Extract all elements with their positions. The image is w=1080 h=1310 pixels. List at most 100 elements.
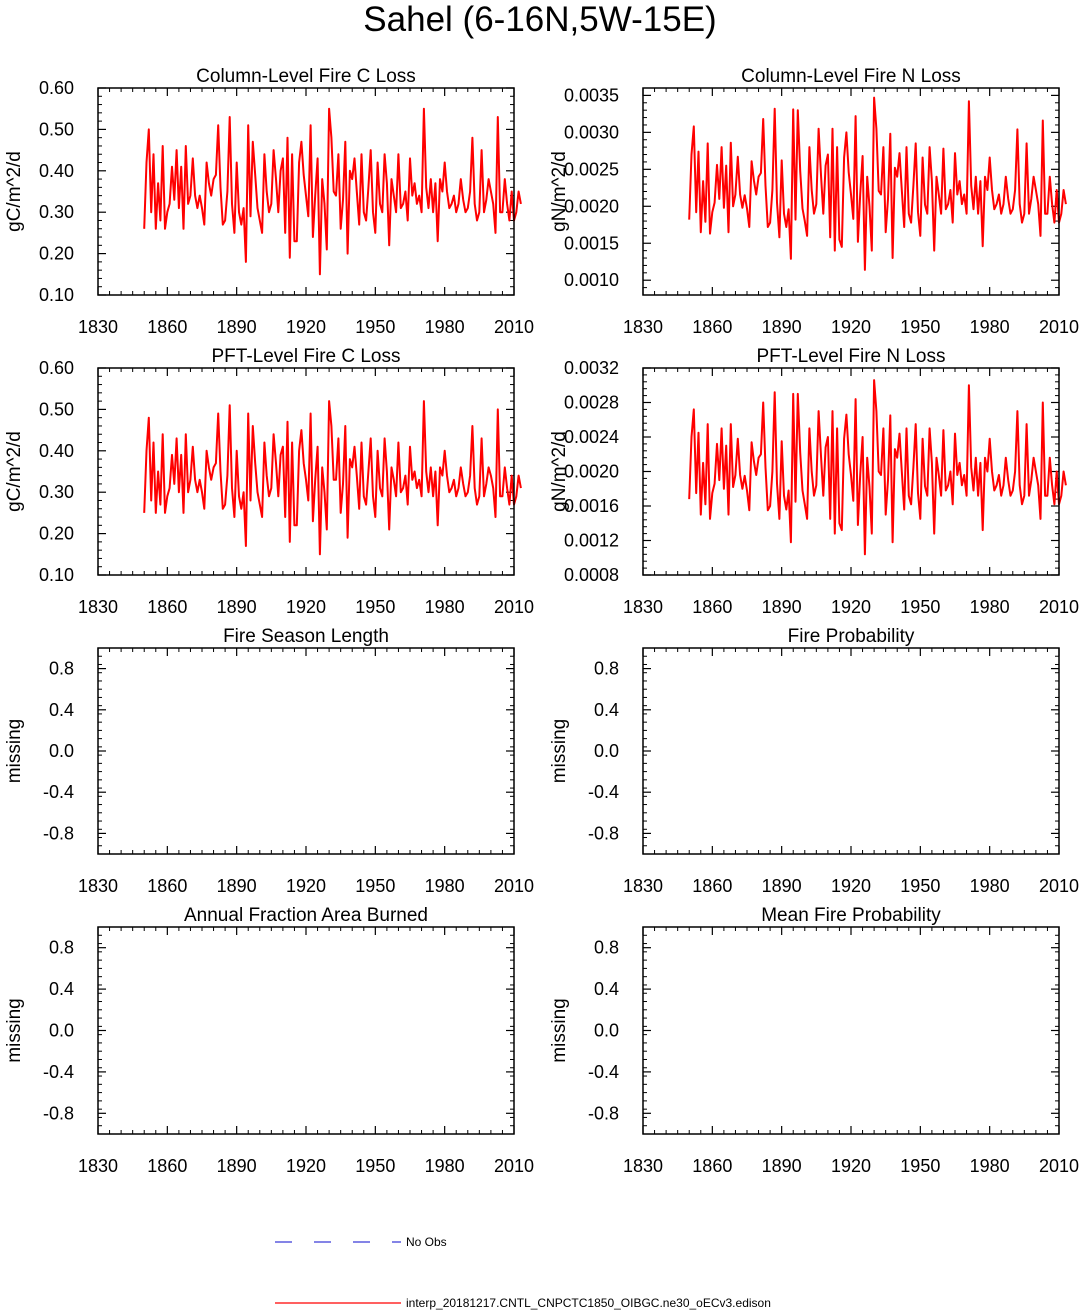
panel-4-ytick-label: 0.0032 (564, 358, 619, 378)
panel-2-xtick-label: 1950 (900, 317, 940, 337)
panel-5-xtick-label: 1950 (355, 876, 395, 896)
panel-1-ytick-label: 0.30 (39, 202, 74, 222)
panel-5-title: Fire Season Length (223, 626, 389, 647)
panel-4-xtick-label: 2010 (1039, 597, 1079, 617)
panel-8-ylabel: missing (549, 998, 570, 1062)
panel-2-ylabel: gN/m^2/d (549, 151, 570, 232)
panel-8-ytick-label: 0.4 (594, 979, 619, 999)
panel-1-xtick-label: 1950 (355, 317, 395, 337)
panel-3-xtick-label: 1920 (286, 597, 326, 617)
panel-5-xtick-label: 1830 (78, 876, 118, 896)
panel-6-ytick-label: 0.4 (594, 700, 619, 720)
panel-7-ytick-label: 0.8 (49, 938, 74, 958)
panel-8-xtick-label: 1920 (831, 1156, 871, 1176)
panel-1-ylabel: gC/m^2/d (4, 151, 25, 232)
panel-2-xtick-label: 1920 (831, 317, 871, 337)
legend-label-model: interp_20181217.CNTL_CNPCTC1850_OIBGC.ne… (406, 1296, 771, 1310)
panel-6-ytick-label: -0.4 (588, 782, 619, 802)
panel-2-xtick-label: 1860 (692, 317, 732, 337)
panel-7-xtick-label: 2010 (494, 1156, 534, 1176)
panel-1-series-line (143, 107, 522, 276)
panel-5-frame (97, 647, 515, 855)
panel-4-title: PFT-Level Fire N Loss (757, 346, 946, 367)
panel-8-ytick-label: 0.0 (594, 1021, 619, 1041)
panel-1-xtick-label: 1980 (425, 317, 465, 337)
panel-7-xtick-label: 1830 (78, 1156, 118, 1176)
panel-3-ytick-label: 0.30 (39, 482, 74, 502)
panel-3-ytick-label: 0.20 (39, 524, 74, 544)
panel-8-ytick-label: -0.4 (588, 1062, 619, 1082)
panel-4-xtick-label: 1950 (900, 597, 940, 617)
panel-4-xtick-label: 1920 (831, 597, 871, 617)
panel-6-xtick-label: 1830 (623, 876, 663, 896)
panel-3-xtick-label: 1980 (425, 597, 465, 617)
panel-6-xtick-label: 1980 (970, 876, 1010, 896)
panel-7-ytick-label: -0.8 (43, 1103, 74, 1123)
panel-5-xtick-label: 1980 (425, 876, 465, 896)
panel-1-xtick-label: 1920 (286, 317, 326, 337)
panel-1-xtick-label: 1830 (78, 317, 118, 337)
panel-1-ytick-label: 0.50 (39, 119, 74, 139)
panel-5-xtick-label: 1920 (286, 876, 326, 896)
panel-3-series-line (143, 400, 522, 556)
panel-6-ytick-label: 0.8 (594, 659, 619, 679)
panel-8-xtick-label: 2010 (1039, 1156, 1079, 1176)
panel-4-xtick-label: 1980 (970, 597, 1010, 617)
panel-1-ytick-label: 0.10 (39, 285, 74, 305)
panel-2-ytick-label: 0.0015 (564, 233, 619, 253)
panel-4: PFT-Level Fire N Loss gN/m^2/d 1830 1860 189… (549, 346, 1079, 617)
panel-8-xtick-label: 1860 (692, 1156, 732, 1176)
panel-6-frame (642, 647, 1060, 855)
panel-2-ytick-label: 0.0035 (564, 85, 619, 105)
panel-8-frame (642, 926, 1060, 1135)
panel-6-xtick-label: 1890 (762, 876, 802, 896)
panel-8-xtick-label: 1890 (762, 1156, 802, 1176)
panel-5-xtick-label: 1860 (147, 876, 187, 896)
panel-3-frame (97, 367, 515, 576)
panel-1-title: Column-Level Fire C Loss (196, 66, 416, 87)
panel-4-ytick-label: 0.0028 (564, 393, 619, 413)
panel-5-ytick-label: -0.8 (43, 823, 74, 843)
panel-1: Column-Level Fire C Loss gC/m^2/d 1830 1860… (4, 66, 534, 337)
panel-5: Fire Season Length missing 1830 1860 1890 192… (4, 626, 534, 896)
panel-4-series-line (688, 379, 1067, 556)
panel-2-ytick-label: 0.0020 (564, 196, 619, 216)
panel-3-title: PFT-Level Fire C Loss (212, 346, 401, 367)
panel-2-title: Column-Level Fire N Loss (741, 66, 961, 87)
panel-4-ylabel: gN/m^2/d (549, 431, 570, 512)
panel-4-xtick-label: 1890 (762, 597, 802, 617)
panel-4-xtick-label: 1860 (692, 597, 732, 617)
panel-7-ytick-label: 0.0 (49, 1021, 74, 1041)
panel-1-xtick-label: 1890 (217, 317, 257, 337)
panel-3-ytick-label: 0.50 (39, 399, 74, 419)
panel-7-xtick-label: 1950 (355, 1156, 395, 1176)
panel-2-ytick-label: 0.0025 (564, 159, 619, 179)
panel-8-ytick-label: -0.8 (588, 1103, 619, 1123)
panel-7-xtick-label: 1920 (286, 1156, 326, 1176)
panel-2-series-line (688, 96, 1067, 271)
panel-1-frame (97, 87, 515, 296)
panel-3-ytick-label: 0.40 (39, 441, 74, 461)
panel-5-xtick-label: 1890 (217, 876, 257, 896)
panel-4-ytick-label: 0.0016 (564, 496, 619, 516)
panel-7-frame (97, 926, 515, 1135)
panel-7-xtick-label: 1980 (425, 1156, 465, 1176)
panel-5-ytick-label: -0.4 (43, 782, 74, 802)
panel-2-xtick-label: 1890 (762, 317, 802, 337)
page-title: Sahel (6-16N,5W-15E) (363, 0, 717, 39)
panel-8: Mean Fire Probability missing 1830 1860 1890… (549, 905, 1079, 1176)
panel-1-xtick-label: 2010 (494, 317, 534, 337)
panel-6: Fire Probability missing 1830 1860 1890 1920 1… (549, 626, 1079, 896)
panel-4-ytick-label: 0.0024 (564, 427, 619, 447)
panel-7: Annual Fraction Area Burned missing 1830 18… (4, 905, 534, 1176)
panel-6-xtick-label: 1860 (692, 876, 732, 896)
panel-1-ytick-label: 0.40 (39, 161, 74, 181)
panel-3-xtick-label: 1830 (78, 597, 118, 617)
panel-5-ylabel: missing (4, 719, 25, 783)
panel-6-xtick-label: 1920 (831, 876, 871, 896)
panel-8-title: Mean Fire Probability (761, 905, 941, 926)
panel-6-ytick-label: -0.8 (588, 823, 619, 843)
panel-7-xtick-label: 1860 (147, 1156, 187, 1176)
panel-6-title: Fire Probability (788, 626, 915, 647)
